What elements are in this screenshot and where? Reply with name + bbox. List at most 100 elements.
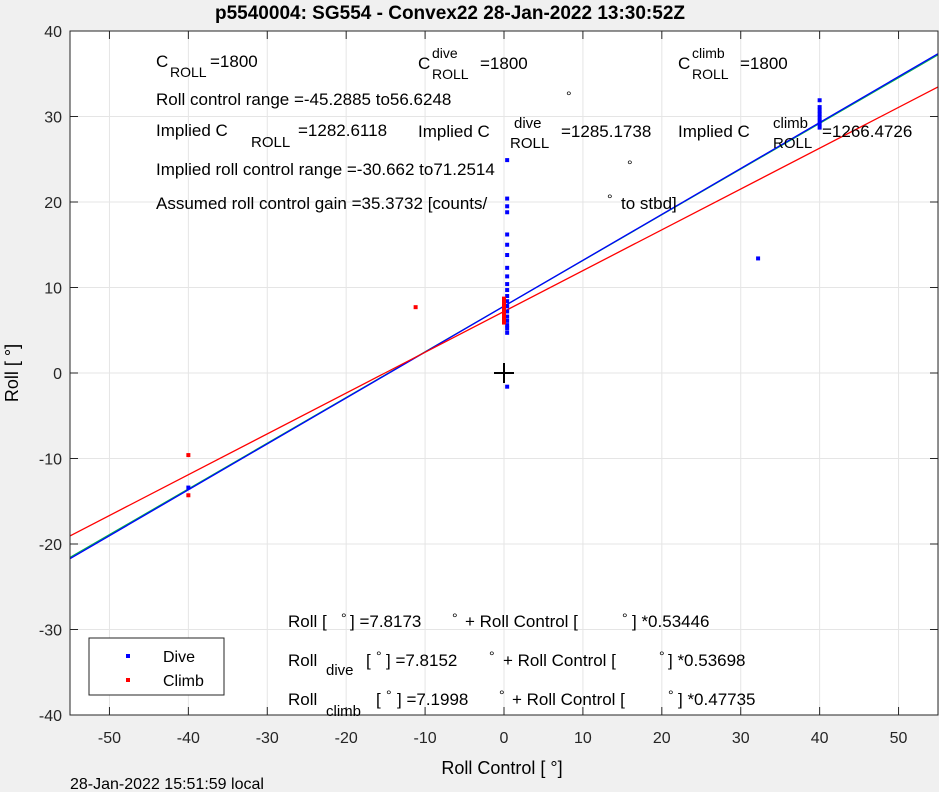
data-points [186, 98, 822, 498]
y-tick-label: 20 [44, 195, 62, 212]
dive-point [817, 115, 822, 120]
degree-symbol: ° [622, 610, 628, 626]
x-tick-label: 50 [890, 730, 908, 747]
implied-roll-control-range: Implied roll control range =-30.662 to71… [156, 160, 495, 179]
degree-symbol: ° [627, 157, 633, 173]
implied-c-dive-sup: dive [514, 115, 542, 132]
dive-point [817, 118, 822, 123]
y-tick-label: -40 [39, 708, 62, 725]
c-climb-label: C [678, 54, 690, 73]
dive-point [505, 282, 510, 287]
x-tick-label: -50 [98, 730, 121, 747]
legend: Dive Climb [88, 637, 225, 696]
x-axis-label: Roll Control [ °] [441, 758, 562, 778]
x-tick-label: 30 [732, 730, 750, 747]
dive-point [505, 242, 510, 247]
climb-point [186, 493, 191, 498]
dive-point [505, 304, 510, 309]
fit-all-control: + Roll Control [ [465, 612, 578, 631]
implied-c-climb-sup: climb [773, 115, 808, 132]
fit-climb-roll: Roll [288, 690, 317, 709]
legend-box [88, 637, 225, 696]
dive-point [505, 265, 510, 270]
x-tick-label: -20 [335, 730, 358, 747]
dive-point [505, 288, 510, 293]
y-tick-label: 40 [44, 24, 62, 41]
climb-point [502, 310, 506, 315]
dive-point [186, 485, 191, 490]
dive-point [505, 326, 510, 331]
climb-point [502, 302, 506, 307]
implied-c-dive-value: =1285.1738 [561, 122, 651, 141]
dive-point [505, 309, 510, 314]
dive-point [505, 253, 510, 258]
implied-c-roll-label: Implied C [156, 121, 228, 140]
dive-point [505, 294, 510, 299]
climb-point [502, 315, 506, 320]
degree-symbol: ° [452, 610, 458, 626]
annotations-top: C ROLL =1800 C dive ROLL =1800 C climb R… [156, 45, 912, 213]
x-tick-label: 10 [574, 730, 592, 747]
degree-symbol: ° [376, 648, 382, 664]
degree-symbol: ° [668, 687, 674, 703]
degree-symbol: ° [386, 687, 392, 703]
annotations-fits: Roll [ ° ] =7.8173 ° + Roll Control [ ° … [288, 610, 756, 720]
roll-control-range: Roll control range =-45.2885 to56.6248 [156, 90, 451, 109]
x-tick-label: 0 [500, 730, 509, 747]
fit-climb-control: + Roll Control [ [512, 690, 625, 709]
y-tick-label: 0 [53, 366, 62, 383]
fit-dive-bracket: [ [366, 651, 371, 670]
climb-point [502, 300, 506, 305]
c-dive-value: =1800 [480, 54, 528, 73]
dive-point [505, 210, 510, 215]
dive-point [505, 314, 510, 319]
c-roll-sub: ROLL [170, 64, 207, 80]
x-tick-label: -40 [177, 730, 200, 747]
climb-point [502, 312, 506, 317]
axis-ticks: -50 -40 -30 -20 -10 0 10 20 30 40 50 -40 -30 -20 -10 0 1… [39, 24, 938, 747]
implied-c-roll-sub: ROLL [251, 134, 290, 151]
c-dive-sub: ROLL [432, 66, 469, 82]
degree-symbol: ° [489, 648, 495, 664]
assumed-gain-unit: to stbd] [621, 194, 677, 213]
y-tick-label: -30 [39, 623, 62, 640]
fit-dive-roll: Roll [288, 651, 317, 670]
y-tick-label: 10 [44, 281, 62, 298]
x-tick-label: -30 [256, 730, 279, 747]
climb-point [413, 305, 418, 310]
fit-all-intercept: ] =7.8173 [350, 612, 421, 631]
degree-symbol: ° [341, 610, 347, 626]
legend-label-climb: Climb [163, 673, 204, 690]
fit-dive-intercept: ] =7.8152 [386, 651, 457, 670]
implied-c-climb-value: =1266.4726 [822, 122, 912, 141]
fit-all-slope: ] *0.53446 [632, 612, 710, 631]
y-tick-label: -20 [39, 537, 62, 554]
dive-point [817, 125, 822, 130]
dive-point [817, 108, 822, 113]
dive-point [505, 318, 510, 323]
implied-c-roll-value: =1282.6118 [298, 121, 387, 140]
implied-c-climb-label: Implied C [678, 122, 750, 141]
dive-point [817, 111, 822, 116]
c-roll-value: =1800 [210, 52, 258, 71]
dive-point [505, 323, 510, 328]
dive-point [817, 105, 822, 110]
c-dive-sup: dive [432, 45, 458, 61]
fit-climb-intercept: ] =7.1998 [397, 690, 468, 709]
fit-dive-control: + Roll Control [ [503, 651, 616, 670]
degree-symbol: ° [566, 88, 572, 104]
y-tick-label: -10 [39, 452, 62, 469]
dive-point [505, 384, 510, 389]
fit-dive-slope: ] *0.53698 [668, 651, 746, 670]
dive-point [505, 330, 510, 335]
chart-title: p5540004: SG554 - Convex22 28-Jan-2022 1… [215, 3, 685, 24]
x-tick-label: -10 [414, 730, 437, 747]
dive-point [505, 158, 510, 163]
degree-symbol: ° [607, 191, 613, 207]
assumed-gain-text: Assumed roll control gain =35.3732 [coun… [156, 194, 488, 213]
implied-c-dive-sub: ROLL [510, 135, 549, 152]
dive-point [505, 299, 510, 304]
degree-symbol: ° [659, 648, 665, 664]
c-climb-sup: climb [692, 45, 725, 61]
